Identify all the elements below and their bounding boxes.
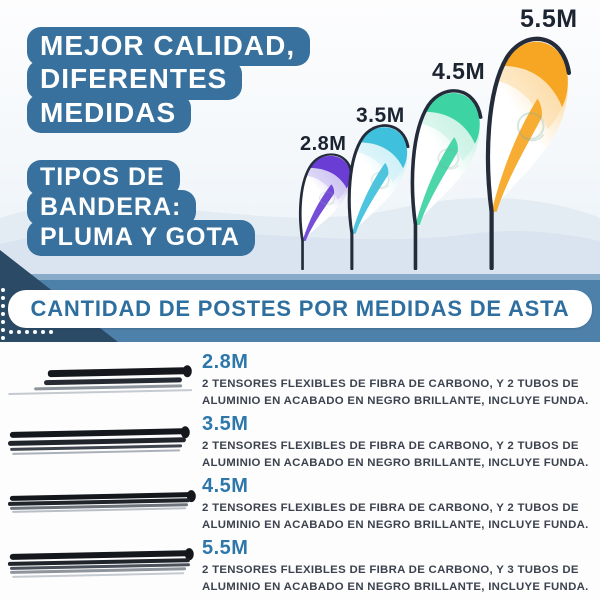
spec-description: 2 TENSORES FLEXIBLES DE FIBRA DE CARBONO…	[202, 502, 589, 531]
subheadline-line: PLUMA Y GOTA	[27, 220, 255, 256]
brand-watermark-icon	[370, 171, 390, 190]
spec-description: 2 TENSORES FLEXIBLES DE FIBRA DE CARBONO…	[202, 440, 589, 469]
dotted-line-horizontal	[9, 330, 53, 334]
flag-pole	[410, 89, 483, 270]
feather-flag-5-5m	[478, 30, 580, 270]
flag-size-label: 3.5M	[356, 104, 405, 127]
spec-row-3-5m: 3.5M 2 TENSORES FLEXIBLES DE FIBRA DE CA…	[0, 412, 600, 474]
spec-text: 4.5M 2 TENSORES FLEXIBLES DE FIBRA DE CA…	[202, 476, 596, 533]
spec-row-5-5m: 5.5M 2 TENSORES FLEXIBLES DE FIBRA DE CA…	[0, 536, 600, 598]
feather-flag-4-5m	[404, 84, 490, 270]
subheadline-line: TIPOS DE	[27, 160, 180, 196]
feather-flag-3-5m	[342, 120, 416, 270]
flag-pole	[485, 36, 572, 270]
spec-text: 3.5M 2 TENSORES FLEXIBLES DE FIBRA DE CA…	[202, 414, 596, 471]
spec-size-heading: 3.5M	[202, 413, 249, 436]
pole-kit-image	[6, 419, 199, 467]
spec-size-heading: 4.5M	[202, 475, 249, 498]
hero-section: MEJOR CALIDAD, DIFERENTES MEDIDAS TIPOS …	[0, 0, 600, 274]
spec-size-heading: 5.5M	[202, 537, 249, 560]
flag-pole	[347, 124, 410, 270]
feather-flag-2-8m	[294, 150, 358, 270]
headline-line: DIFERENTES	[27, 60, 243, 100]
brand-watermark-icon	[318, 191, 336, 206]
pole-specs-section: 2.8M 2 TENSORES FLEXIBLES DE FIBRA DE CA…	[0, 342, 600, 600]
flag-size-label: 4.5M	[432, 58, 486, 84]
headline-line: MEJOR CALIDAD,	[27, 27, 311, 67]
dotted-line-vertical	[1, 288, 5, 340]
pole-kit-image	[6, 543, 199, 591]
spec-description: 2 TENSORES FLEXIBLES DE FIBRA DE CARBONO…	[202, 564, 589, 593]
subheadline-line: BANDERA:	[27, 190, 197, 226]
pole-kit-image	[6, 481, 199, 529]
flag-pole	[298, 153, 353, 270]
banner-pill: CANTIDAD DE POSTES POR MEDIDAS DE ASTA	[8, 290, 592, 328]
pole-kit-image	[6, 357, 199, 405]
subheadline-bubble: TIPOS DE BANDERA: PLUMA Y GOTA	[27, 160, 255, 256]
spec-row-4-5m: 4.5M 2 TENSORES FLEXIBLES DE FIBRA DE CA…	[0, 474, 600, 536]
spec-text: 5.5M 2 TENSORES FLEXIBLES DE FIBRA DE CA…	[202, 538, 596, 595]
headline-line: MEDIDAS	[27, 93, 192, 134]
spec-description: 2 TENSORES FLEXIBLES DE FIBRA DE CARBONO…	[202, 378, 589, 407]
flag-size-label: 2.8M	[300, 133, 347, 155]
banner-title: CANTIDAD DE POSTES POR MEDIDAS DE ASTA	[30, 296, 570, 321]
spec-row-2-8m: 2.8M 2 TENSORES FLEXIBLES DE FIBRA DE CA…	[0, 350, 600, 412]
headline-bubble: MEJOR CALIDAD, DIFERENTES MEDIDAS	[27, 27, 311, 134]
brand-watermark-icon	[516, 112, 545, 142]
spec-size-heading: 2.8M	[202, 351, 249, 374]
spec-text: 2.8M 2 TENSORES FLEXIBLES DE FIBRA DE CA…	[202, 352, 596, 409]
flag-size-label: 5.5M	[520, 5, 578, 33]
brand-watermark-icon	[437, 148, 460, 170]
